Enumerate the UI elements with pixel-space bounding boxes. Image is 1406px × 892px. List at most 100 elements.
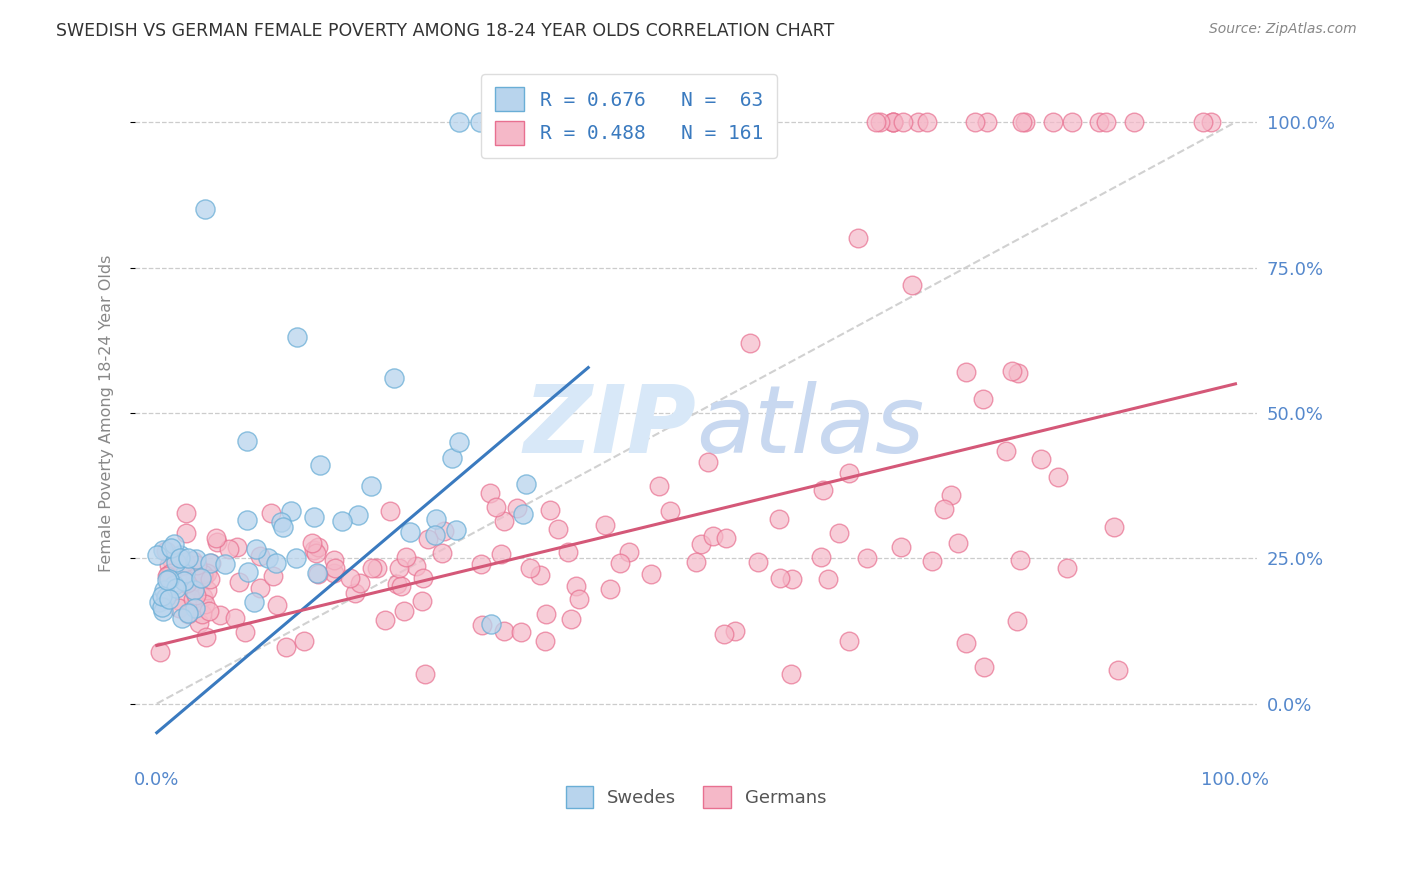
- Point: [780, 666, 803, 681]
- Point: [361, 561, 384, 575]
- Point: [713, 627, 735, 641]
- Point: [323, 561, 346, 575]
- Point: [169, 550, 191, 565]
- Point: [901, 278, 924, 293]
- Point: [494, 624, 516, 638]
- Point: [617, 545, 640, 559]
- Point: [948, 536, 970, 550]
- Point: [308, 458, 330, 473]
- Point: [150, 589, 173, 603]
- Point: [599, 582, 621, 596]
- Text: atlas: atlas: [696, 382, 924, 473]
- Point: [529, 568, 551, 582]
- Point: [167, 600, 190, 615]
- Point: [228, 575, 250, 590]
- Point: [160, 566, 183, 581]
- Point: [191, 566, 214, 581]
- Point: [339, 571, 361, 585]
- Point: [817, 572, 839, 586]
- Point: [838, 467, 860, 481]
- Point: [714, 532, 737, 546]
- Point: [191, 590, 214, 604]
- Point: [305, 566, 328, 580]
- Point: [193, 569, 215, 583]
- Point: [160, 554, 183, 568]
- Point: [190, 570, 212, 584]
- Point: [1107, 663, 1129, 677]
- Point: [152, 543, 174, 558]
- Point: [411, 594, 433, 608]
- Point: [506, 500, 529, 515]
- Point: [174, 506, 197, 520]
- Point: [186, 558, 208, 573]
- Text: SWEDISH VS GERMAN FEMALE POVERTY AMONG 18-24 YEAR OLDS CORRELATION CHART: SWEDISH VS GERMAN FEMALE POVERTY AMONG 1…: [56, 22, 835, 40]
- Point: [156, 569, 179, 583]
- Point: [882, 115, 904, 129]
- Point: [198, 572, 221, 586]
- Point: [471, 618, 494, 632]
- Point: [388, 561, 411, 575]
- Point: [150, 600, 173, 615]
- Point: [399, 524, 422, 539]
- Point: [366, 561, 388, 575]
- Point: [489, 547, 512, 561]
- Point: [769, 571, 792, 585]
- Point: [994, 444, 1017, 458]
- Point: [534, 634, 557, 648]
- Point: [405, 559, 427, 574]
- Point: [195, 566, 218, 580]
- Point: [538, 503, 561, 517]
- Point: [689, 536, 711, 550]
- Point: [276, 640, 298, 654]
- Point: [1007, 366, 1029, 380]
- Point: [285, 330, 308, 344]
- Point: [519, 561, 541, 575]
- Point: [560, 612, 582, 626]
- Point: [256, 550, 278, 565]
- Point: [307, 567, 329, 582]
- Point: [1199, 115, 1222, 129]
- Point: [1011, 115, 1033, 129]
- Point: [235, 434, 257, 448]
- Point: [1001, 363, 1024, 377]
- Point: [973, 660, 995, 674]
- Point: [534, 607, 557, 621]
- Point: [1192, 115, 1215, 129]
- Point: [738, 336, 761, 351]
- Point: [155, 544, 177, 558]
- Point: [1014, 115, 1036, 129]
- Point: [155, 590, 177, 604]
- Point: [305, 546, 328, 560]
- Point: [198, 604, 221, 618]
- Point: [412, 571, 434, 585]
- Point: [270, 515, 292, 529]
- Point: [441, 451, 464, 466]
- Point: [640, 567, 662, 582]
- Point: [181, 554, 204, 568]
- Legend: Swedes, Germans: Swedes, Germans: [558, 779, 834, 815]
- Point: [307, 540, 329, 554]
- Point: [780, 572, 803, 586]
- Point: [1095, 115, 1118, 129]
- Point: [392, 604, 415, 618]
- Point: [385, 577, 408, 591]
- Point: [159, 541, 181, 556]
- Point: [1047, 470, 1070, 484]
- Point: [965, 115, 987, 129]
- Point: [188, 616, 211, 631]
- Point: [891, 115, 914, 129]
- Point: [294, 634, 316, 648]
- Point: [183, 570, 205, 584]
- Point: [915, 115, 938, 129]
- Point: [170, 610, 193, 624]
- Point: [547, 522, 569, 536]
- Point: [195, 582, 218, 597]
- Point: [209, 607, 232, 622]
- Point: [184, 600, 207, 615]
- Point: [194, 202, 217, 217]
- Point: [838, 633, 860, 648]
- Point: [515, 477, 537, 491]
- Point: [382, 371, 405, 385]
- Point: [177, 607, 200, 622]
- Point: [285, 551, 308, 566]
